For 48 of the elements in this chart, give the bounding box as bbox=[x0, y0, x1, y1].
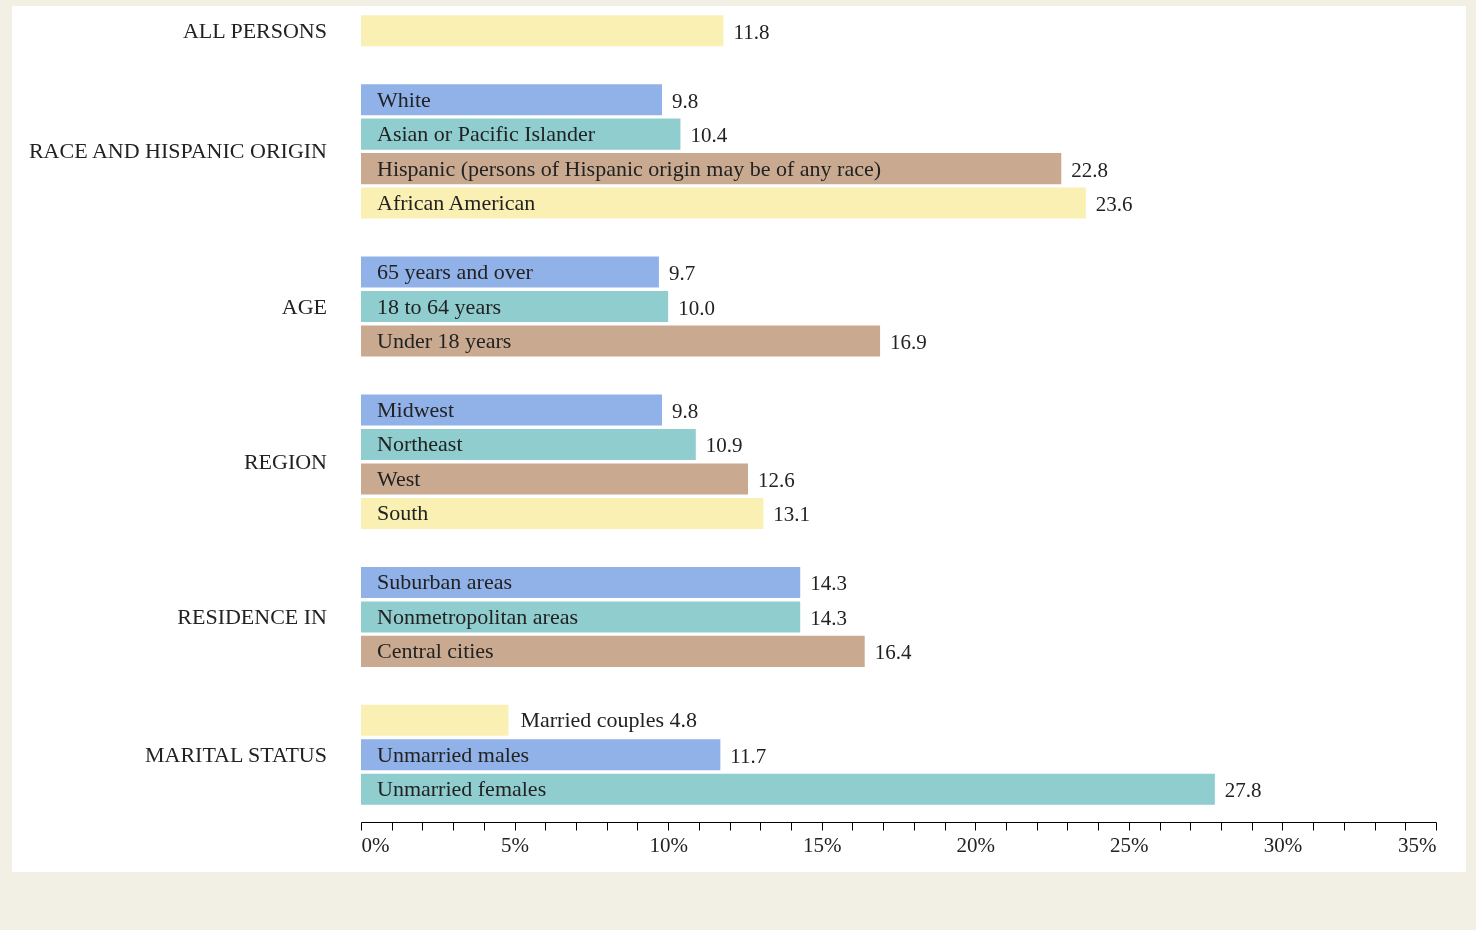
x-tick-label: 15% bbox=[802, 832, 842, 857]
category-label: Married couples 4.8 bbox=[520, 707, 697, 733]
y-tick-label: Nonmetropolitan areas bbox=[377, 603, 578, 629]
y-tick-label: West bbox=[377, 465, 421, 491]
data-label: 16.9 bbox=[890, 330, 927, 355]
text: MARITAL STATUS bbox=[144, 741, 327, 767]
text: RESIDENCE IN bbox=[177, 603, 328, 629]
y-tick-label: Under 18 years bbox=[377, 328, 512, 354]
y-tick-label: 18 to 64 years bbox=[377, 293, 502, 319]
data-label: 10.0 bbox=[678, 295, 715, 320]
data-label: 14.3 bbox=[810, 605, 847, 630]
y-tick-label: Asian or Pacific Islander bbox=[377, 121, 596, 147]
y-tick-label: Unmarried females bbox=[377, 776, 547, 802]
y-tick-label: Suburban areas bbox=[377, 569, 513, 595]
data-label: 23.6 bbox=[1095, 192, 1133, 217]
data-label: 11.7 bbox=[730, 743, 767, 768]
data-label: 14.3 bbox=[810, 571, 847, 596]
data-label: 27.8 bbox=[1224, 778, 1262, 803]
x-tick-label: 30% bbox=[1263, 832, 1303, 857]
x-tick-label: 35% bbox=[1398, 832, 1437, 857]
data-label: 9.8 bbox=[672, 88, 699, 113]
data-label: 16.4 bbox=[874, 640, 912, 665]
y-tick-label: African American bbox=[377, 190, 536, 216]
data-label: 12.6 bbox=[758, 467, 795, 492]
x-tick-label: 0% bbox=[361, 832, 390, 857]
y-tick-label: Midwest bbox=[377, 397, 454, 422]
text: ALL PERSONS bbox=[182, 17, 327, 43]
x-tick-label: 10% bbox=[649, 832, 688, 857]
text: REGION bbox=[243, 448, 328, 474]
data-label: 9.7 bbox=[668, 261, 696, 286]
y-tick-label: 65 years and over bbox=[377, 259, 534, 285]
text: RACE AND HISPANIC ORIGIN bbox=[28, 138, 328, 164]
data-label: 9.8 bbox=[672, 399, 699, 423]
x-tick-label: 25% bbox=[1110, 832, 1149, 857]
y-tick-label: Hispanic (persons of Hispanic origin may be of any race) bbox=[377, 155, 882, 181]
y-tick-label: South bbox=[377, 500, 429, 526]
data-label: 10.4 bbox=[690, 123, 728, 148]
y-tick-label: Unmarried males bbox=[377, 741, 530, 767]
data-label: 10.9 bbox=[705, 433, 743, 458]
data-label: 22.8 bbox=[1071, 157, 1109, 182]
data-label: 13.1 bbox=[773, 502, 811, 527]
data-label: 11.8 bbox=[733, 19, 770, 44]
y-tick-label: Central cities bbox=[377, 638, 494, 664]
y-tick-label: Northeast bbox=[377, 431, 463, 457]
x-tick-label: 5% bbox=[501, 832, 530, 857]
text: AGE bbox=[281, 293, 327, 319]
y-tick-label: White bbox=[377, 86, 431, 112]
x-tick-label: 20% bbox=[956, 832, 996, 857]
